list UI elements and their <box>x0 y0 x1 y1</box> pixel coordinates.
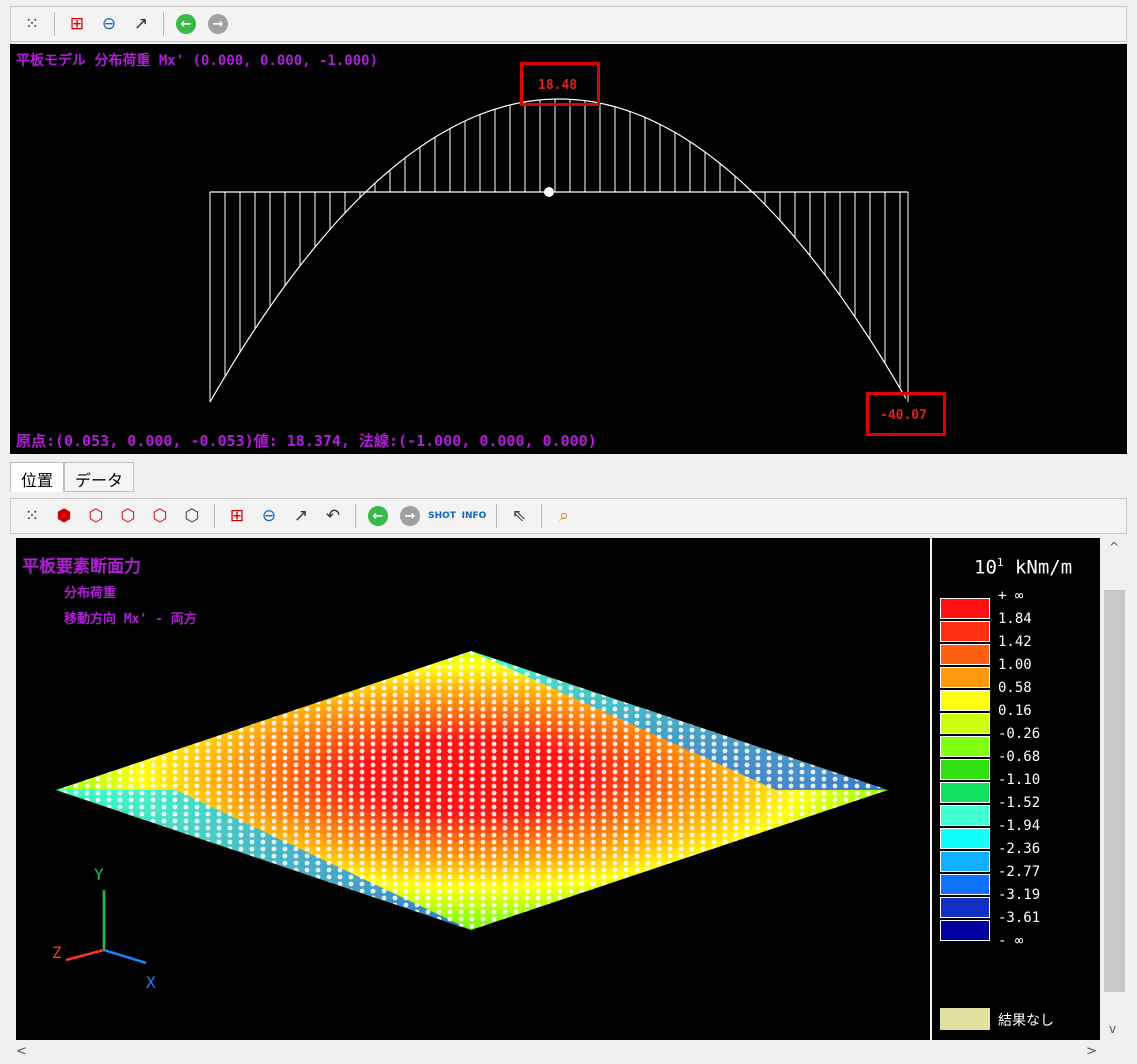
scroll-thumb[interactable] <box>1104 590 1125 992</box>
legend-label: 0.58 <box>998 680 1032 696</box>
contour-subtitle-load: 分布荷重 <box>64 586 117 601</box>
legend-swatch <box>940 897 990 918</box>
view-side-icon[interactable]: ⬡ <box>120 506 136 526</box>
zoom-window-icon[interactable]: ⊞ <box>69 14 85 34</box>
legend-swatch <box>940 805 990 826</box>
contour-title: 平板要素断面力 <box>22 557 141 577</box>
zoom-window-icon[interactable]: ⊞ <box>229 506 245 526</box>
element-nodes <box>56 651 888 930</box>
legend-swatch <box>940 828 990 849</box>
legend-label: -1.52 <box>998 795 1041 811</box>
info-icon[interactable]: INFO <box>461 511 487 521</box>
legend-label: 1.84 <box>998 611 1032 627</box>
view-wire-icon[interactable]: ⬡ <box>184 506 200 526</box>
no-result-label: 結果なし <box>998 1013 1054 1029</box>
zoom-out-icon[interactable]: ⊖ <box>101 14 117 34</box>
moment-curve <box>209 98 907 403</box>
back-icon[interactable]: ← <box>173 11 199 37</box>
max-highlight-box <box>520 62 600 106</box>
legend-swatch <box>940 621 990 642</box>
min-highlight-box <box>866 392 946 436</box>
legend-unit: 101 kNm/m <box>974 556 1073 579</box>
back-icon[interactable]: ← <box>365 503 391 529</box>
legend-label: 1.00 <box>998 657 1032 673</box>
axis-gizmo: Y X Z <box>52 865 156 992</box>
tab-position[interactable]: 位置 <box>10 462 65 492</box>
y-axis-label: Y <box>94 865 104 884</box>
max-value-label: 18.48 <box>538 78 578 93</box>
z-axis-line <box>65 948 105 962</box>
forward-icon[interactable]: → <box>205 11 231 37</box>
legend-swatch <box>940 690 990 711</box>
toolbar-separator <box>541 504 542 528</box>
scroll-down-icon[interactable]: v <box>1109 1022 1117 1036</box>
legend-label: 0.16 <box>998 703 1032 719</box>
toolbar-separator <box>496 504 497 528</box>
legend-swatch <box>940 874 990 895</box>
legend-label: - ∞ <box>998 933 1024 949</box>
toolbar-separator <box>163 12 164 36</box>
scroll-right-icon[interactable]: > <box>1086 1044 1097 1059</box>
legend-label: -1.10 <box>998 772 1041 788</box>
legend-swatch <box>940 713 990 734</box>
legend-label: -3.19 <box>998 887 1041 903</box>
tab-data[interactable]: データ <box>64 462 135 492</box>
legend-swatch <box>940 851 990 872</box>
legend-label: + ∞ <box>998 588 1024 604</box>
vertical-scrollbar[interactable]: ^ v <box>1102 538 1127 1040</box>
toolbar-separator <box>54 12 55 36</box>
view-iso-red-icon[interactable]: ⬢ <box>56 506 72 526</box>
legend-label: 1.42 <box>998 634 1032 650</box>
origin-point <box>544 187 554 197</box>
legend-label: -0.68 <box>998 749 1041 765</box>
legend-swatch <box>940 736 990 757</box>
diagram-title: 平板モデル 分布荷重 Mx' (0.000, 0.000, -1.000) <box>16 53 379 69</box>
toolbar-separator <box>214 504 215 528</box>
moment-diagram-view: 平板モデル 分布荷重 Mx' (0.000, 0.000, -1.000) 18… <box>10 44 1127 454</box>
search-icon[interactable]: ⌕ <box>559 506 569 526</box>
x-axis-line <box>103 948 147 965</box>
color-legend: 101 kNm/m + ∞ 1.84 1.42 1.00 0.58 0.16 -0.26 -0… <box>932 538 1100 1040</box>
view-front-icon[interactable]: ⬡ <box>88 506 104 526</box>
plate-contour: Y X Z <box>52 651 888 992</box>
contour-subtitle-direction: 移動方向 Mx' - 両方 <box>64 612 197 627</box>
select-cursor-icon[interactable]: ⇖ <box>511 506 527 526</box>
legend-label: -2.36 <box>998 841 1041 857</box>
fit-view-icon[interactable]: ⁙ <box>24 14 40 34</box>
view-top-icon[interactable]: ⬡ <box>152 506 168 526</box>
moment-diagram <box>209 98 909 403</box>
scroll-up-icon[interactable]: ^ <box>1109 540 1120 554</box>
legend-label: -1.94 <box>998 818 1041 834</box>
legend-swatch <box>940 644 990 665</box>
fit-view-icon[interactable]: ⁙ <box>24 506 40 526</box>
screenshot-icon[interactable]: SHOT <box>428 511 456 521</box>
x-axis-label: X <box>146 973 156 992</box>
view-tabs: 位置 データ <box>10 462 135 492</box>
bottom-toolbar: ⁙ ⬢ ⬡ ⬡ ⬡ ⬡ ⊞ ⊖ ↗ ↶ ← → SHOT INFO ⇖ ⌕ <box>10 498 1127 534</box>
scroll-left-icon[interactable]: < <box>16 1044 27 1059</box>
forward-icon[interactable]: → <box>397 503 423 529</box>
legend-swatch <box>940 598 990 619</box>
legend-label: -0.26 <box>998 726 1041 742</box>
horizontal-scrollbar[interactable]: < > <box>10 1042 1127 1064</box>
zoom-out-icon[interactable]: ⊖ <box>261 506 277 526</box>
legend-swatch <box>940 667 990 688</box>
z-axis-label: Z <box>52 943 62 962</box>
rotate-icon[interactable]: ↶ <box>325 506 341 526</box>
pan-arrow-icon[interactable]: ↗ <box>133 14 149 34</box>
contour-3d-view: 平板要素断面力 分布荷重 移動方向 Mx' - 両方 <box>16 538 930 1040</box>
legend-label: -2.77 <box>998 864 1041 880</box>
no-result-swatch <box>940 1008 990 1030</box>
pan-arrow-icon[interactable]: ↗ <box>293 506 309 526</box>
diagram-footer: 原点:(0.053, 0.000, -0.053)値: 18.374, 法線:(… <box>16 432 597 450</box>
legend-label: -3.61 <box>998 910 1041 926</box>
toolbar-separator <box>355 504 356 528</box>
legend-swatch <box>940 759 990 780</box>
top-toolbar: ⁙ ⊞ ⊖ ↗ ← → <box>10 6 1127 42</box>
legend-swatch <box>940 782 990 803</box>
min-value-label: -40.07 <box>880 408 927 423</box>
legend-swatch <box>940 920 990 941</box>
